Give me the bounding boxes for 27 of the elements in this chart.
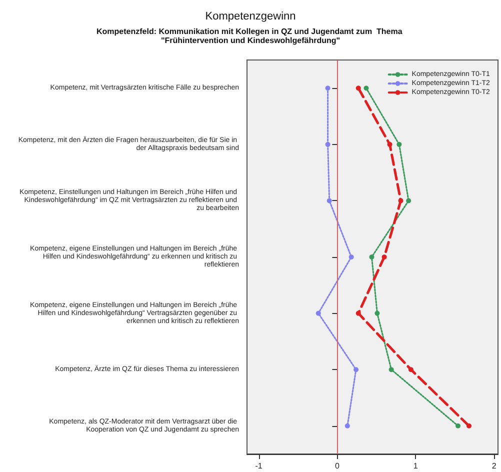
- point: [364, 86, 369, 91]
- x-tick-label: -1: [255, 462, 263, 470]
- point: [325, 142, 330, 147]
- point: [466, 423, 472, 428]
- point: [388, 367, 394, 372]
- point: [356, 310, 361, 316]
- point: [348, 254, 354, 260]
- point: [316, 310, 321, 316]
- point: [356, 86, 361, 91]
- x-tick-label: 2: [492, 462, 497, 470]
- point: [354, 367, 359, 372]
- point: [406, 198, 412, 204]
- chart-subtitle: Kompetenzfeld: Kommunikation mit Kollegen in QZ und Jugendamt zum Thema "Frühintervention und Kindeswohlgefährdung": [96, 27, 405, 45]
- point: [325, 86, 330, 91]
- point: [396, 142, 402, 147]
- point: [326, 198, 332, 204]
- chart-title: Kompetenzgewinn: [205, 10, 296, 22]
- point: [369, 254, 374, 260]
- x-tick-label: 1: [413, 462, 418, 470]
- point: [382, 254, 387, 260]
- x-tick-label: 0: [334, 462, 340, 470]
- point: [398, 198, 404, 204]
- point: [456, 423, 460, 428]
- point: [387, 142, 392, 147]
- point: [408, 367, 414, 372]
- point: [374, 310, 380, 316]
- point: [344, 423, 350, 428]
